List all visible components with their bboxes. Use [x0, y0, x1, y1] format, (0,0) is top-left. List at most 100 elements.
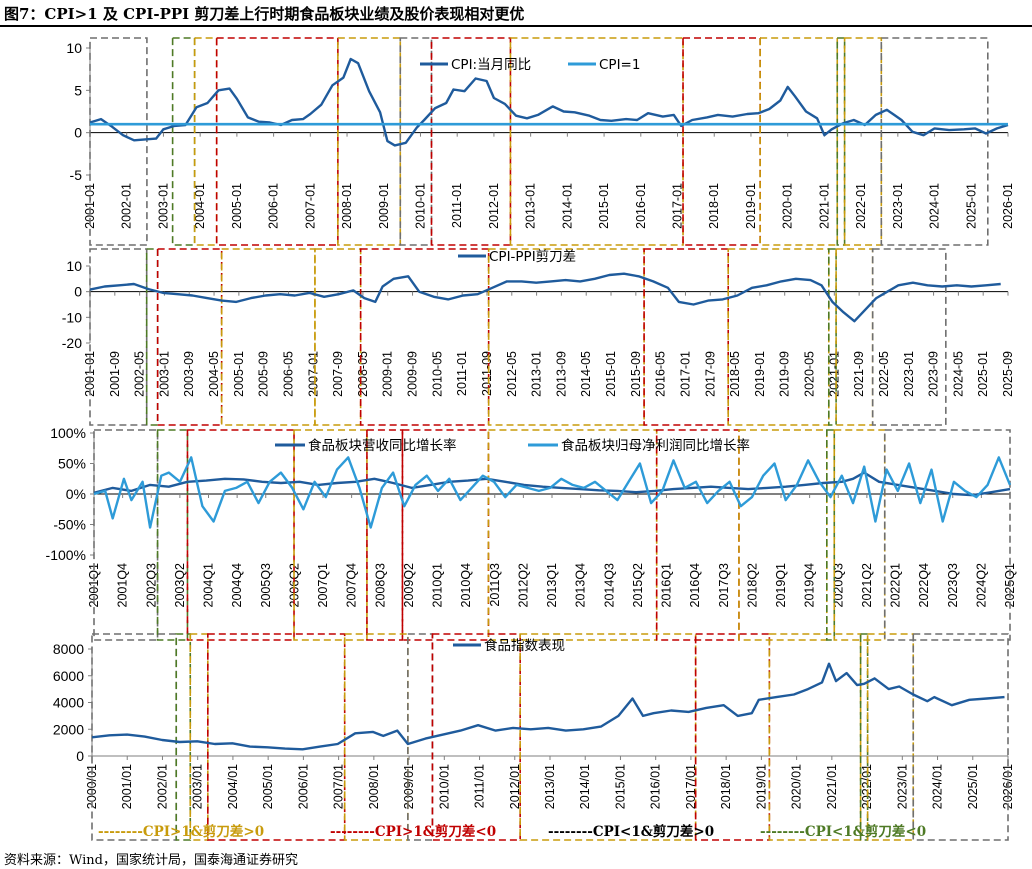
chart2-period-box	[186, 429, 295, 641]
chart3-y-tick-label: 4000	[53, 695, 84, 711]
chart1-x-tick-label: 2007-01	[306, 351, 320, 397]
chart1-x-tick-label: 2017-01	[678, 351, 692, 397]
chart2-x-tick-label: 2020Q3	[831, 563, 845, 608]
chart0-x-tick-label: 2016-01	[634, 183, 648, 229]
chart1-x-tick-label: 2013-09	[554, 351, 568, 397]
title-rule	[0, 25, 1032, 27]
chart1-x-tick-label: 2019-09	[778, 351, 792, 397]
chart2-x-tick-label: 2002Q3	[144, 563, 158, 608]
chart2-period-box	[401, 429, 490, 641]
chart2-x-tick-label: 2005Q3	[259, 563, 273, 608]
chart2-period-box	[825, 429, 836, 641]
chart1-period-box	[314, 248, 362, 426]
chart1-x-tick-label: 2024-05	[951, 351, 965, 397]
chart1-x-tick-label: 2005-09	[257, 351, 271, 397]
chart0-x-tick-label: 2013-01	[524, 183, 538, 229]
chart2-period-box	[366, 429, 404, 641]
chart1-x-tick-label: 2025-01	[976, 351, 990, 397]
period-legend-3: --------CPI<1&剪刀差<0	[760, 823, 926, 840]
chart3-period-box	[912, 633, 1009, 841]
chart1-period-box	[827, 248, 837, 426]
chart1-period-box	[220, 248, 316, 426]
period-legend-1: --------CPI>1&剪刀差<0	[330, 823, 496, 840]
chart0-y-tick-label: -5	[70, 167, 83, 183]
chart3-x-tick-label: 2017/01	[684, 764, 698, 809]
chart3-x-tick-label: 2009/01	[402, 764, 416, 809]
chart1-y-tick-label: 10	[66, 258, 82, 274]
chart3-x-tick-label: 2013/01	[543, 764, 557, 809]
chart0-x-tick-label: 2022-01	[854, 183, 868, 229]
chart1-x-tick-label: 2015-09	[629, 351, 643, 397]
chart0-period-box	[880, 37, 989, 246]
chart1-x-tick-label: 2021-01	[827, 351, 841, 397]
chart0-x-tick-label: 2001-01	[83, 183, 97, 229]
chart1-x-tick-label: 2004-05	[207, 351, 221, 397]
chart2-y-tick-label: 0%	[66, 486, 86, 502]
chart1-x-tick-label: 2017-09	[703, 351, 717, 397]
chart0-x-tick-label: 2012-01	[487, 183, 501, 229]
chart1-x-tick-label: 2012-05	[505, 351, 519, 397]
source-note: 资料来源：Wind，国家统计局，国泰海通证券研究	[4, 853, 298, 868]
chart2-x-tick-label: 2016Q1	[660, 563, 674, 608]
chart1-legend-label-0: CPI-PPI剪刀差	[489, 249, 576, 265]
chart3-period-box	[694, 633, 771, 841]
chart2-y-tick-label: -100%	[46, 547, 86, 563]
chart1-x-tick-label: 2010-05	[430, 351, 444, 397]
chart2-period-box	[293, 429, 368, 641]
chart1-period-box	[871, 248, 947, 426]
chart0-x-tick-label: 2023-01	[891, 183, 905, 229]
chart3-period-box	[207, 633, 346, 841]
chart1-x-tick-label: 2009-09	[406, 351, 420, 397]
chart0-legend-label-0: CPI:当月同比	[451, 57, 531, 73]
chart0-x-tick-label: 2018-01	[707, 183, 721, 229]
chart0-x-tick-label: 2015-01	[597, 183, 611, 229]
chart2-x-tick-label: 2003Q2	[173, 563, 187, 608]
chart3-period-box	[189, 633, 209, 841]
chart2-x-tick-label: 2017Q3	[717, 563, 731, 608]
chart3-x-tick-label: 2019/01	[754, 764, 768, 809]
chart2-period-box	[883, 429, 1011, 641]
chart3-x-tick-label: 2016/01	[649, 764, 663, 809]
chart3-x-tick-label: 2011/01	[473, 764, 487, 808]
figure-title: 图7：CPI>1 及 CPI-PPI 剪刀差上行时期食品板块业绩及股价表现相对更…	[4, 5, 525, 23]
chart0-x-tick-label: 2026-01	[1001, 183, 1015, 229]
chart2-period-box	[655, 429, 740, 641]
chart0-period-box	[337, 37, 402, 246]
chart0-period-box	[836, 37, 846, 246]
chart1-period-box	[487, 248, 645, 426]
chart2-y-tick-label: 50%	[58, 456, 86, 472]
chart0-x-tick-label: 2008-01	[340, 183, 354, 229]
chart2-x-tick-label: 2015Q2	[631, 563, 645, 608]
chart1-period-box	[643, 248, 730, 426]
chart1-x-tick-label: 2015-01	[604, 351, 618, 397]
chart1-period-box	[727, 248, 830, 426]
chart2-legend-label-1: 食品板块归母净利润同比增长率	[561, 437, 750, 454]
chart2-x-tick-label: 2019Q4	[803, 563, 817, 608]
chart2-x-tick-label: 2001Q4	[116, 563, 130, 608]
chart0-period-box	[89, 37, 148, 246]
chart2-x-tick-label: 2007Q1	[316, 563, 330, 608]
chart3-y-tick-label: 2000	[53, 721, 84, 737]
chart1-x-tick-label: 2009-01	[381, 351, 395, 397]
chart3-x-tick-label: 2015/01	[613, 764, 627, 809]
chart0-x-tick-label: 2006-01	[267, 183, 281, 229]
chart0-x-tick-label: 2002-01	[120, 183, 134, 229]
chart1-x-tick-label: 2008-05	[356, 351, 370, 397]
chart2-period-box	[156, 429, 189, 641]
chart0-x-tick-label: 2003-01	[156, 183, 170, 229]
chart1-x-tick-label: 2005-01	[232, 351, 246, 397]
chart1-x-tick-label: 2018-05	[728, 351, 742, 397]
chart3-x-tick-label: 2007/01	[332, 764, 346, 809]
chart2-x-tick-label: 2010Q1	[431, 563, 445, 608]
chart0-x-tick-label: 2024-01	[928, 183, 942, 229]
chart3-x-tick-label: 2002/01	[155, 764, 169, 809]
chart1-y-tick-label: -20	[62, 335, 82, 351]
chart0-x-tick-label: 2007-01	[303, 183, 317, 229]
chart1-x-tick-label: 2014-05	[579, 351, 593, 397]
chart3-x-tick-label: 2000/01	[85, 764, 99, 809]
chart1-period-box	[835, 248, 874, 426]
chart2-period-box	[487, 429, 658, 641]
chart1-y-tick-label: 0	[74, 284, 82, 300]
chart2-x-tick-label: 2010Q4	[459, 563, 473, 608]
chart3-y-tick-label: 8000	[53, 641, 84, 657]
